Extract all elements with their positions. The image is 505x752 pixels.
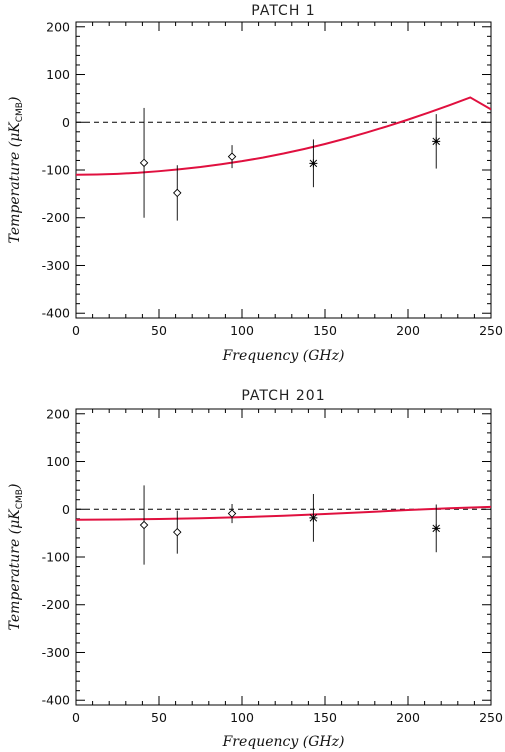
x-tick-label: 250 (479, 710, 503, 725)
model-curve (76, 96, 491, 176)
diamond-marker (173, 527, 182, 537)
y-tick-label: 200 (46, 406, 70, 421)
x-tick-label: 150 (313, 323, 337, 338)
data-point-diamond (139, 485, 149, 565)
asterisk-marker (309, 513, 318, 522)
y-tick-label: 100 (46, 67, 70, 82)
diamond-marker (173, 188, 182, 198)
chart-title: PATCH 201 (241, 388, 325, 404)
y-tick-label: -200 (42, 210, 70, 225)
data-point-asterisk (309, 493, 318, 542)
data-point-diamond (173, 510, 182, 554)
y-axis-label-main: Temperature (μK (7, 508, 23, 631)
y-tick-label: 0 (62, 115, 70, 130)
y-axis-label-close: ) (7, 484, 23, 490)
x-tick-label: 100 (230, 323, 254, 338)
x-tick-label: 150 (313, 710, 337, 725)
x-tick-label: 50 (151, 323, 167, 338)
y-tick-label: -300 (42, 258, 70, 273)
y-tick-label: -400 (42, 693, 70, 708)
x-tick-label: 50 (151, 710, 167, 725)
diamond-marker (227, 509, 237, 518)
data-point-asterisk (432, 504, 441, 553)
data-point-diamond (173, 165, 182, 221)
diamond-marker (139, 158, 149, 168)
asterisk-marker (309, 159, 318, 168)
y-tick-label: 100 (46, 454, 70, 469)
y-tick-label: -100 (42, 163, 70, 178)
y-tick-label: -200 (42, 597, 70, 612)
y-axis-label-close: ) (7, 97, 23, 103)
x-tick-label: 0 (72, 323, 80, 338)
x-tick-label: 100 (230, 710, 254, 725)
plot-frame (75, 21, 492, 319)
x-axis-label: Frequency (GHz) (222, 734, 345, 750)
y-axis-label-subscript: CMB (15, 102, 25, 122)
y-tick-label: 200 (46, 19, 70, 34)
chart-panel-1: PATCH 1 0 50 100 150 200 250 -400 -300 -200 -100 0 1… (7, 3, 503, 364)
y-tick-label: 0 (62, 502, 70, 517)
y-axis-label-main: Temperature (μK (7, 121, 23, 244)
y-tick-label: -300 (42, 645, 70, 660)
data-point-diamond (139, 107, 149, 218)
diamond-marker (139, 520, 149, 530)
y-axis-label-subscript: CMB (15, 489, 25, 509)
x-tick-label: 200 (396, 323, 420, 338)
y-tick-label: -400 (42, 306, 70, 321)
chart-panel-2: PATCH 201 0 50 100 150 200 250 -400 -300 -200 -100… (7, 388, 503, 750)
data-point-diamond (227, 504, 237, 524)
data-point-asterisk (432, 114, 441, 169)
asterisk-marker (432, 524, 441, 533)
chart-title: PATCH 1 (251, 3, 315, 19)
y-tick-label: -100 (42, 550, 70, 565)
x-tick-label: 250 (479, 323, 503, 338)
x-tick-label: 200 (396, 710, 420, 725)
y-axis-label: Temperature (μKCMB) (7, 97, 25, 244)
plot-frame (75, 408, 492, 706)
data-point-diamond (227, 145, 237, 169)
x-axis-label: Frequency (GHz) (222, 348, 345, 364)
diamond-marker (227, 152, 237, 161)
x-tick-label: 0 (72, 710, 80, 725)
data-point-asterisk (309, 139, 318, 188)
asterisk-marker (432, 137, 441, 146)
model-curve (76, 505, 491, 521)
y-axis-label: Temperature (μKCMB) (7, 484, 25, 631)
